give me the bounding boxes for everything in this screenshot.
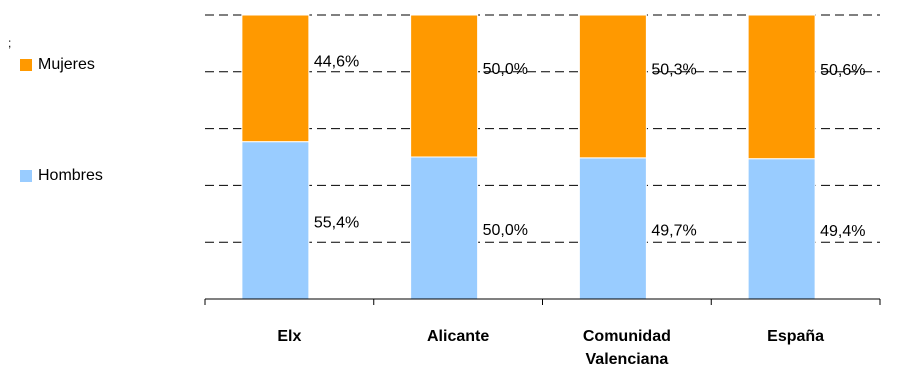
bar-hombres-3 — [578, 157, 647, 300]
data-label-hombres-2: 50,0% — [483, 222, 528, 239]
legend-label-mujeres: Mujeres — [38, 56, 95, 73]
legend-item-mujeres: Mujeres — [20, 56, 95, 74]
bar-mujeres-4 — [747, 14, 816, 160]
data-label-hombres-4: 49,4% — [820, 223, 865, 240]
bar-mujeres-3 — [578, 14, 647, 159]
legend-item-hombres: Hombres — [20, 167, 103, 185]
bar-hombres-4 — [747, 158, 816, 300]
x-tick-label-2: Alicante — [427, 328, 489, 345]
bar-hombres-2 — [410, 156, 479, 300]
bar-hombres-1 — [241, 141, 310, 300]
x-tick-label-3: Comunidad Valenciana — [583, 328, 671, 368]
data-label-mujeres-4: 50,6% — [820, 62, 865, 79]
x-tick-label-4: España — [767, 328, 824, 345]
bar-mujeres-2 — [410, 14, 479, 158]
legend-label-hombres: Hombres — [38, 167, 103, 184]
data-label-mujeres-2: 50,0% — [483, 61, 528, 78]
legend-swatch-hombres — [20, 170, 32, 182]
x-tick-label-1: Elx — [277, 328, 301, 345]
legend-swatch-mujeres — [20, 59, 32, 71]
bar-mujeres-1 — [241, 14, 310, 143]
data-label-mujeres-3: 50,3% — [651, 61, 696, 78]
data-label-hombres-1: 55,4% — [314, 214, 359, 231]
stray-glyph: ; — [8, 36, 12, 50]
data-label-hombres-3: 49,7% — [651, 222, 696, 239]
data-label-mujeres-1: 44,6% — [314, 53, 359, 70]
